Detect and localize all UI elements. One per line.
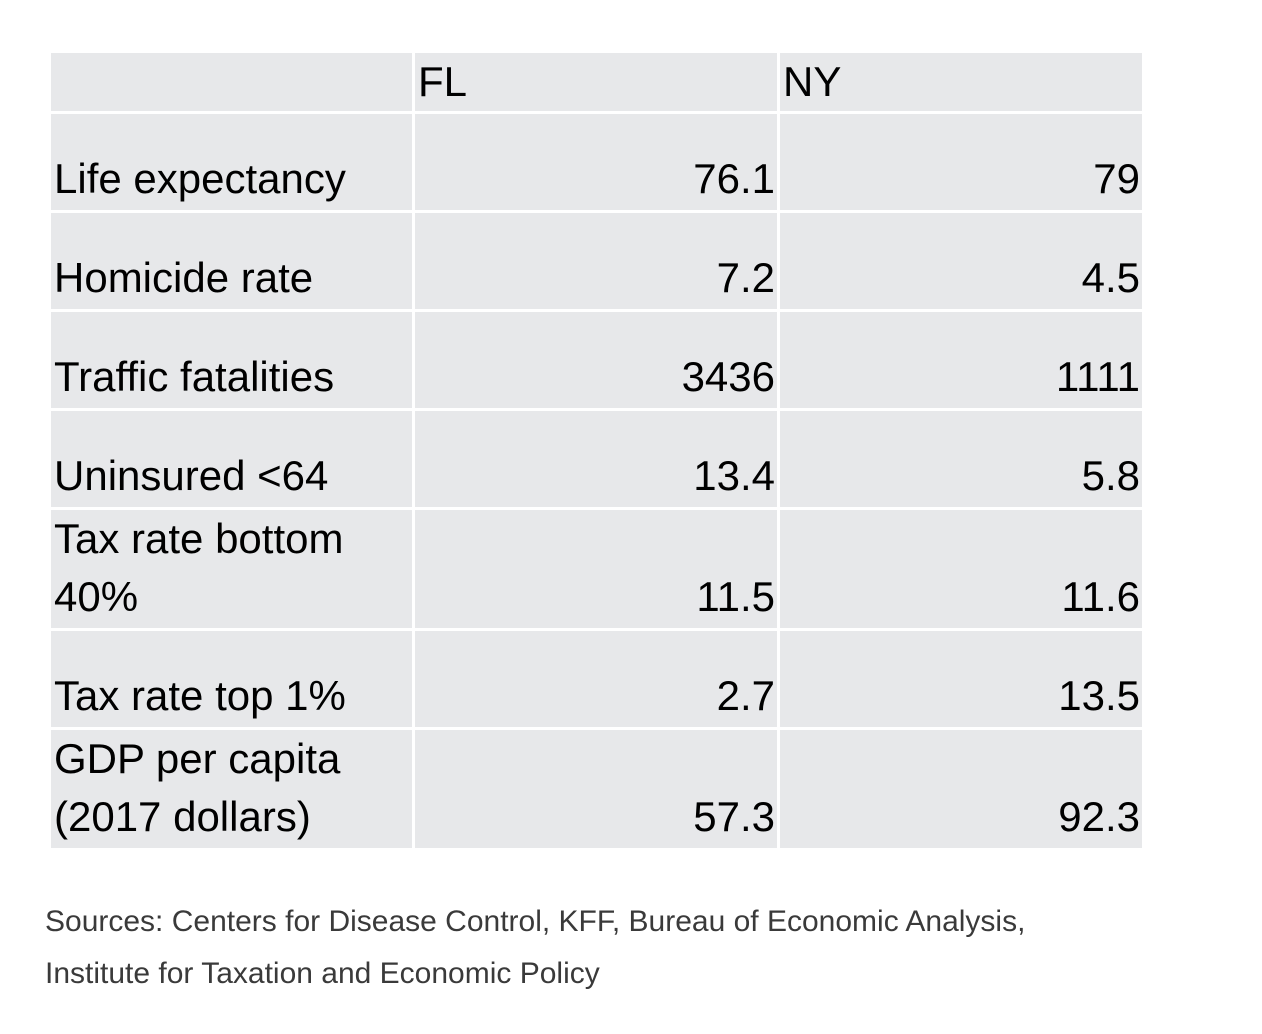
table-row: Tax rate top 1% 2.7 13.5 bbox=[48, 628, 1145, 730]
row-label: Tax rate top 1% bbox=[48, 628, 415, 730]
table-row: Uninsured <64 13.4 5.8 bbox=[48, 408, 1145, 510]
table-row: Homicide rate 7.2 4.5 bbox=[48, 210, 1145, 312]
table-body: Life expectancy 76.1 79 Homicide rate 7.… bbox=[48, 111, 1145, 851]
ny-value: 1111 bbox=[777, 309, 1145, 411]
ny-value: 79 bbox=[777, 111, 1145, 213]
row-label: GDP per capita (2017 dollars) bbox=[48, 727, 415, 851]
table-row: GDP per capita (2017 dollars) 57.3 92.3 bbox=[48, 727, 1145, 851]
row-label-text: Tax rate bottom 40% bbox=[54, 515, 344, 620]
table-row: Life expectancy 76.1 79 bbox=[48, 111, 1145, 213]
row-label: Homicide rate bbox=[48, 210, 415, 312]
ny-value: 4.5 bbox=[777, 210, 1145, 312]
fl-value: 3436 bbox=[412, 309, 780, 411]
row-label-text: GDP per capita (2017 dollars) bbox=[54, 735, 341, 840]
header-row: FL NY bbox=[48, 50, 1145, 114]
table-row: Tax rate bottom 40% 11.5 11.6 bbox=[48, 507, 1145, 631]
row-label-text: Traffic fatalities bbox=[54, 353, 335, 400]
comparison-table-container: FL NY Life expectancy 76.1 79 Homicide r… bbox=[48, 50, 1145, 851]
sources-line-2: Institute for Taxation and Economic Poli… bbox=[45, 957, 600, 990]
row-label: Tax rate bottom 40% bbox=[48, 507, 415, 631]
sources-line-1: Sources: Centers for Disease Control, KF… bbox=[45, 905, 1026, 938]
row-label: Traffic fatalities bbox=[48, 309, 415, 411]
sources-note: Sources: Centers for Disease Control, KF… bbox=[45, 896, 1195, 1000]
row-label-text: Uninsured <64 bbox=[54, 452, 329, 499]
fl-value: 57.3 bbox=[412, 727, 780, 851]
header-cell-fl: FL bbox=[412, 50, 780, 114]
fl-value: 76.1 bbox=[412, 111, 780, 213]
header-cell-metric bbox=[48, 50, 415, 114]
ny-value: 5.8 bbox=[777, 408, 1145, 510]
ny-value: 13.5 bbox=[777, 628, 1145, 730]
fl-value: 2.7 bbox=[412, 628, 780, 730]
row-label-text: Life expectancy bbox=[54, 155, 346, 202]
fl-value: 13.4 bbox=[412, 408, 780, 510]
row-label-text: Tax rate top 1% bbox=[54, 672, 346, 719]
header-cell-ny: NY bbox=[777, 50, 1145, 114]
ny-value: 11.6 bbox=[777, 507, 1145, 631]
fl-value: 7.2 bbox=[412, 210, 780, 312]
row-label: Uninsured <64 bbox=[48, 408, 415, 510]
comparison-table: FL NY Life expectancy 76.1 79 Homicide r… bbox=[48, 50, 1145, 851]
row-label-text: Homicide rate bbox=[54, 254, 314, 301]
ny-value: 92.3 bbox=[777, 727, 1145, 851]
fl-value: 11.5 bbox=[412, 507, 780, 631]
row-label: Life expectancy bbox=[48, 111, 415, 213]
table-row: Traffic fatalities 3436 1111 bbox=[48, 309, 1145, 411]
